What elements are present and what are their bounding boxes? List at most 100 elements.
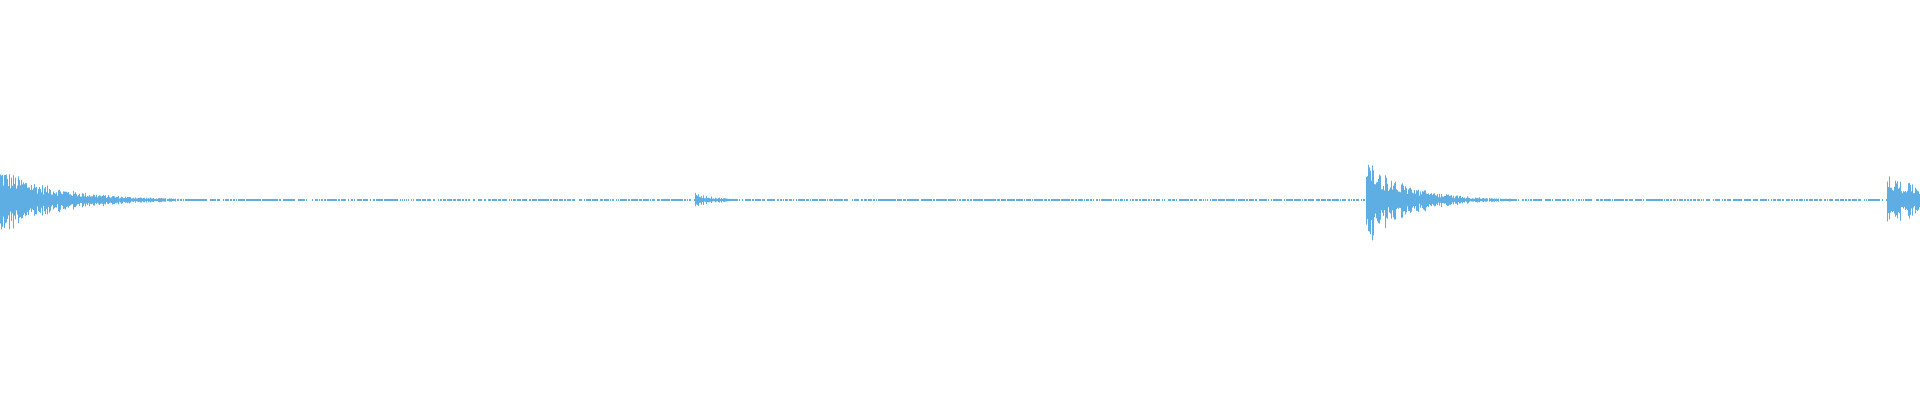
waveform-sample-bar xyxy=(233,199,234,201)
waveform-sample-bar xyxy=(1873,199,1874,201)
waveform-sample-bar xyxy=(286,199,287,201)
waveform-sample-bar xyxy=(116,196,117,204)
waveform-sample-bar xyxy=(755,199,756,201)
waveform-sample-bar xyxy=(341,199,342,201)
waveform-sample-bar xyxy=(998,199,999,201)
waveform-sample-bar xyxy=(1469,198,1470,202)
waveform-sample-bar xyxy=(1203,199,1204,201)
waveform-sample-bar xyxy=(1262,199,1263,201)
waveform-sample-bar xyxy=(1007,199,1008,201)
waveform-sample-bar xyxy=(1236,199,1237,201)
waveform-sample-bar xyxy=(1746,199,1747,201)
waveform-sample-bar xyxy=(107,196,108,204)
waveform-sample-bar xyxy=(56,192,57,208)
waveform-sample-bar xyxy=(1777,199,1778,201)
waveform-sample-bar xyxy=(1548,199,1549,201)
waveform-sample-bar xyxy=(17,185,18,215)
waveform-sample-bar xyxy=(1630,199,1631,201)
waveform-sample-bar xyxy=(1040,199,1041,201)
waveform-sample-bar xyxy=(876,199,877,201)
waveform-sample-bar xyxy=(1522,199,1523,201)
waveform-sample-bar xyxy=(1652,199,1653,201)
waveform-sample-bar xyxy=(1201,199,1202,201)
waveform-sample-bar xyxy=(1671,199,1672,201)
waveform-sample-bar xyxy=(331,199,332,201)
waveform-sample-bar xyxy=(348,199,349,201)
waveform-sample-bar xyxy=(1744,199,1745,201)
waveform-sample-bar xyxy=(925,199,926,201)
waveform-sample-bar xyxy=(781,199,782,201)
waveform-sample-bar xyxy=(392,199,393,201)
waveform-sample-bar xyxy=(550,199,551,201)
waveform-sample-bar xyxy=(129,196,130,204)
waveform-sample-bar xyxy=(114,196,115,205)
waveform-sample-bar xyxy=(1639,199,1640,201)
waveform-sample-bar xyxy=(613,199,614,201)
waveform-sample-bar xyxy=(819,199,820,201)
waveform-sample-bar xyxy=(1271,199,1272,201)
waveform-sample-bar xyxy=(1120,199,1121,201)
waveform-sample-bar xyxy=(669,199,670,201)
waveform-sample-bar xyxy=(990,199,991,201)
waveform-sample-bar xyxy=(821,199,822,201)
waveform-sample-bar xyxy=(1587,199,1588,201)
waveform-sample-bar xyxy=(1727,199,1728,201)
waveform-sample-bar xyxy=(90,196,91,204)
waveform-sample-bar xyxy=(1480,198,1481,202)
waveform-sample-bar xyxy=(1892,189,1893,213)
waveform-sample-bar xyxy=(864,199,865,201)
waveform-sample-bar xyxy=(1474,198,1475,202)
waveform-sample-bar xyxy=(631,199,632,201)
waveform-sample-bar xyxy=(933,199,934,201)
waveform-sample-bar xyxy=(1597,199,1598,201)
waveform-sample-bar xyxy=(26,183,27,216)
waveform-sample-bar xyxy=(839,199,840,201)
waveform-sample-bar xyxy=(1533,199,1534,201)
waveform-sample-bar xyxy=(34,184,35,216)
waveform-sample-bar xyxy=(616,199,617,201)
waveform-sample-bar xyxy=(1911,191,1912,209)
waveform-sample-bar xyxy=(152,198,153,202)
waveform-sample-bar xyxy=(648,199,649,201)
waveform-sample-bar xyxy=(1242,199,1243,201)
waveform-sample-bar xyxy=(270,199,271,201)
waveform-sample-bar xyxy=(135,197,136,203)
waveform-sample-bar xyxy=(1404,189,1405,211)
waveform-sample-bar xyxy=(496,199,497,201)
waveform-sample-bar xyxy=(889,199,890,201)
waveform-sample-bar xyxy=(1093,199,1094,201)
waveform-sample-bar xyxy=(1071,199,1072,201)
waveform-sample-bar xyxy=(948,199,949,201)
waveform-sample-bar xyxy=(1151,199,1152,201)
waveform-sample-bar xyxy=(1870,199,1871,201)
waveform-sample-bar xyxy=(449,199,450,201)
waveform-sample-bar xyxy=(1804,199,1805,201)
waveform-sample-bar xyxy=(1219,199,1220,201)
waveform-sample-bar xyxy=(771,199,772,201)
waveform-sample-bar xyxy=(662,199,663,201)
waveform-sample-bar xyxy=(1852,199,1853,201)
waveform-sample-bar xyxy=(965,199,966,201)
waveform-sample-bar xyxy=(1600,199,1601,201)
waveform-sample-bar xyxy=(1573,199,1574,201)
waveform-sample-bar xyxy=(443,199,444,201)
waveform-sample-bar xyxy=(806,199,807,201)
waveform-sample-bar xyxy=(1820,199,1821,201)
waveform-sample-bar xyxy=(54,192,55,209)
waveform-sample-bar xyxy=(99,195,100,205)
waveform-sample-bar xyxy=(1811,199,1812,201)
waveform-sample-bar xyxy=(312,199,313,201)
waveform-sample-bar xyxy=(712,198,713,202)
waveform-sample-bar xyxy=(564,199,565,201)
waveform-sample-bar xyxy=(1195,199,1196,201)
waveform-sample-bar xyxy=(880,199,881,201)
waveform-sample-bar xyxy=(134,198,135,202)
waveform-sample-bar xyxy=(1313,199,1314,201)
waveform-sample-bar xyxy=(288,199,289,201)
waveform-sample-bar xyxy=(1181,199,1182,201)
waveform-sample-bar xyxy=(1806,199,1807,201)
waveform-sample-bar xyxy=(1545,199,1546,201)
waveform-sample-bar xyxy=(1670,199,1671,201)
waveform-sample-bar xyxy=(1340,199,1341,201)
waveform-sample-bar xyxy=(1478,198,1479,202)
